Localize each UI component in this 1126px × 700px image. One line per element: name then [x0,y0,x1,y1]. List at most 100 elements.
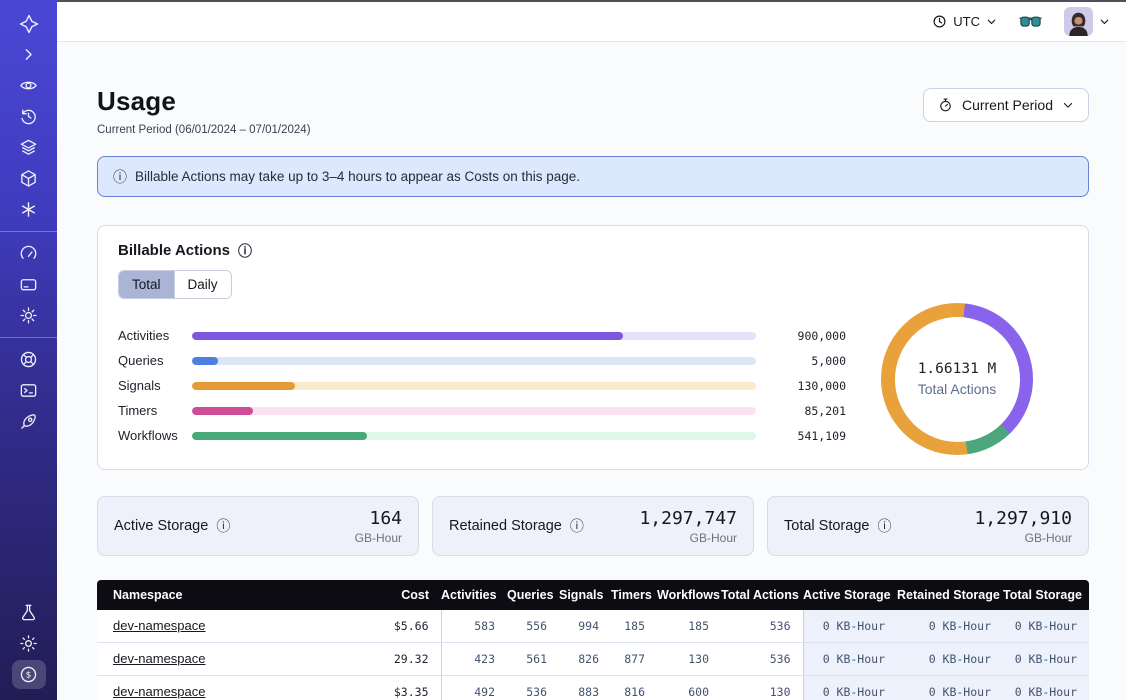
cell-namespace: dev-namespace [97,610,361,643]
donut-chart: 1.66131 M Total Actions [846,303,1068,455]
info-icon[interactable]: ⓘ [238,244,252,258]
info-icon: ⓘ [113,170,127,184]
column-header-queries: Queries [507,580,559,610]
period-dropdown-button[interactable]: Current Period [923,88,1089,122]
package-cube-icon[interactable] [12,164,46,193]
glasses-icon [1019,16,1042,28]
cell-active-storage: 0 KB-Hour [803,643,897,676]
bar-label: Activities [118,328,192,343]
bar-track [192,332,756,340]
support-lifebuoy-icon[interactable] [12,345,46,374]
table-header-row: NamespaceCostActivitiesQueriesSignalsTim… [97,580,1089,610]
glasses-button[interactable] [1019,16,1042,28]
namespace-link[interactable]: dev-namespace [113,651,206,666]
storage-cards-row: Active Storage ⓘ 164 GB-Hour Retained St… [97,496,1089,556]
settings-gear-icon[interactable] [12,301,46,330]
column-header-total-storage: Total Storage [1003,580,1089,610]
theme-sun-icon[interactable] [12,629,46,658]
rocket-icon[interactable] [12,407,46,436]
history-clock-icon[interactable] [12,102,46,131]
cell-namespace: dev-namespace [97,643,361,676]
info-icon[interactable]: ⓘ [877,519,891,533]
user-menu[interactable] [1064,7,1110,36]
info-icon[interactable]: ⓘ [570,519,584,533]
labs-flask-icon[interactable] [12,598,46,627]
tab-daily[interactable]: Daily [174,271,231,298]
cell-total-actions: 536 [721,610,803,643]
bar-value: 85,201 [766,404,846,418]
cell-activities: 423 [441,643,507,676]
tab-total[interactable]: Total [119,271,174,298]
cell-queries: 536 [507,676,559,700]
usage-dollar-coin-icon[interactable]: $ [12,660,46,689]
billable-tabs: TotalDaily [118,270,232,299]
bar-row: Workflows 541,109 [118,423,846,448]
namespace-link[interactable]: dev-namespace [113,618,206,633]
usage-table: NamespaceCostActivitiesQueriesSignalsTim… [97,580,1089,700]
billable-actions-title-text: Billable Actions [118,242,230,259]
billable-actions-card: Billable Actions ⓘ TotalDaily Activities… [97,225,1089,470]
clock-icon [932,14,947,29]
cell-active-storage: 0 KB-Hour [803,610,897,643]
timezone-selector[interactable]: UTC [932,14,997,29]
column-header-timers: Timers [611,580,657,610]
sidebar: $ [0,0,57,700]
table-row: dev-namespace$5.665835569941851855360 KB… [97,610,1089,643]
cell-cost: 29.32 [361,643,441,676]
timezone-label: UTC [953,14,980,29]
cell-workflows: 130 [657,643,721,676]
cell-total-storage: 0 KB-Hour [1003,610,1089,643]
gauge-icon[interactable] [12,239,46,268]
chevron-right-icon[interactable] [12,40,46,69]
column-header-cost: Cost [361,580,441,610]
cell-namespace: dev-namespace [97,676,361,700]
storage-card-unit: GB-Hour [355,531,402,545]
cell-total-actions: 130 [721,676,803,700]
cell-retained-storage: 0 KB-Hour [897,610,1003,643]
column-header-activities: Activities [441,580,507,610]
bar-label: Timers [118,403,192,418]
storage-card-label-text: Active Storage [114,518,208,534]
eye-icon[interactable] [12,71,46,100]
cell-timers: 816 [611,676,657,700]
period-button-label: Current Period [962,97,1053,113]
docs-terminal-icon[interactable] [12,376,46,405]
cell-active-storage: 0 KB-Hour [803,676,897,700]
storage-card-label-text: Retained Storage [449,518,562,534]
cell-queries: 556 [507,610,559,643]
column-header-active-storage: Active Storage [803,580,897,610]
cell-total-storage: 0 KB-Hour [1003,643,1089,676]
chevron-down-icon [1062,99,1074,111]
info-icon[interactable]: ⓘ [216,519,230,533]
namespace-link[interactable]: dev-namespace [113,684,206,699]
sidebar-divider [0,337,57,338]
billing-card-icon[interactable] [12,270,46,299]
cell-cost: $5.66 [361,610,441,643]
sidebar-divider [0,231,57,232]
title-row: Usage Current Period (06/01/2024 – 07/01… [97,86,1089,136]
main-area: UTC Usage Current Period (06/01/2024 – 0… [57,0,1126,700]
column-header-workflows: Workflows [657,580,721,610]
table-row: dev-namespace29.324235618268771305360 KB… [97,643,1089,676]
cell-signals: 826 [559,643,611,676]
temporal-logo-icon[interactable] [12,9,46,38]
bar-fill [192,407,253,415]
cell-cost: $3.35 [361,676,441,700]
cell-retained-storage: 0 KB-Hour [897,643,1003,676]
cell-signals: 883 [559,676,611,700]
bar-row: Signals 130,000 [118,373,846,398]
app-root: $ UTC Usage Current Period (06/01/202 [0,0,1126,700]
cell-workflows: 185 [657,610,721,643]
cell-total-storage: 0 KB-Hour [1003,676,1089,700]
page-title: Usage [97,86,311,117]
asterisk-icon[interactable] [12,195,46,224]
cell-activities: 583 [441,610,507,643]
storage-card-label: Total Storage ⓘ [784,518,891,534]
storage-card-unit: GB-Hour [974,531,1072,545]
storage-card-value: 164 [355,508,402,529]
cell-workflows: 600 [657,676,721,700]
layers-icon[interactable] [12,133,46,162]
column-header-retained-storage: Retained Storage [897,580,1003,610]
bar-track [192,382,756,390]
column-header-namespace: Namespace [97,580,361,610]
